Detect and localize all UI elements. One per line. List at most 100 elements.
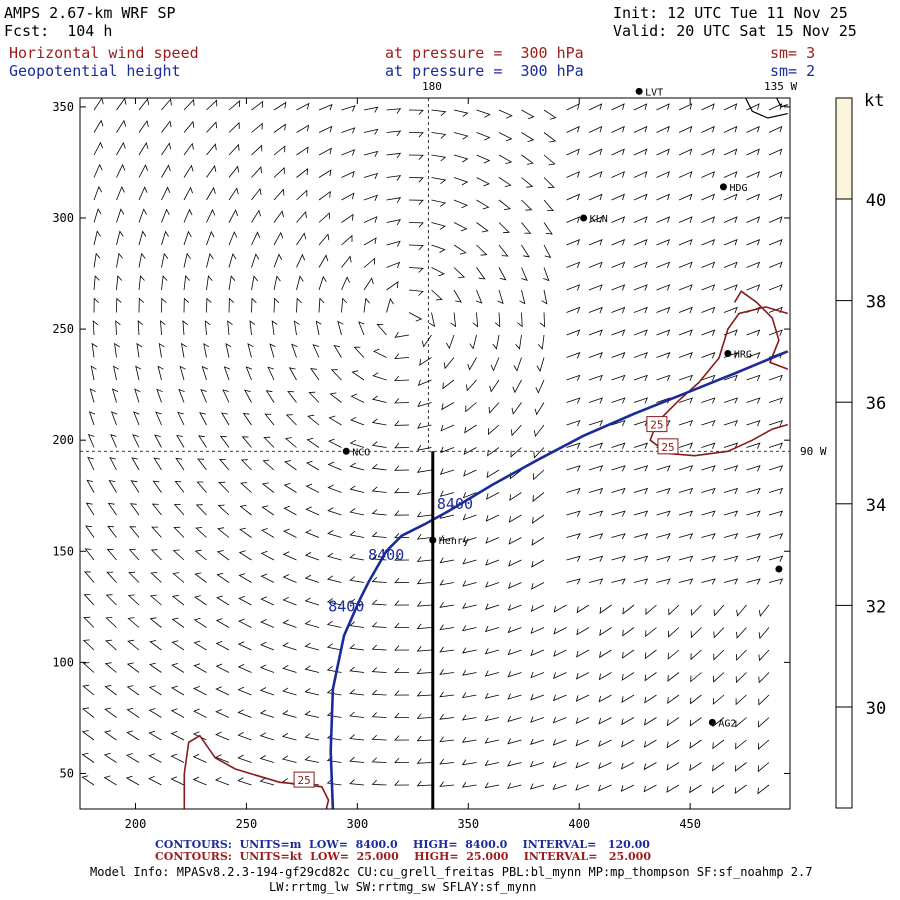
- wind-barb: [611, 555, 626, 562]
- wind-barb: [171, 640, 185, 651]
- wind-barb: [341, 255, 352, 268]
- wind-barb: [386, 281, 399, 291]
- wind-barb: [330, 369, 342, 381]
- wind-barb: [271, 320, 278, 336]
- wind-barb: [656, 193, 670, 201]
- wind-barb: [656, 125, 670, 133]
- wind-barb: [566, 419, 581, 427]
- wind-barb: [87, 433, 95, 448]
- wind-barb: [93, 119, 104, 133]
- wind-barb: [183, 252, 191, 268]
- wind-contour-label-box: [657, 438, 679, 455]
- wind-barb: [296, 253, 306, 268]
- model-info: Model Info: MPASv8.2.3-194-gf29cd82c CU:…: [90, 865, 813, 879]
- wind-barb: [386, 175, 402, 181]
- wind-barb: [431, 109, 447, 116]
- wind-barb: [723, 238, 738, 246]
- wind-barb: [394, 555, 410, 561]
- wind-barb: [87, 456, 95, 471]
- wind-barb: [318, 297, 325, 313]
- wind-barb: [439, 781, 455, 787]
- wind-height-chart: 25 25 25 8400 8400 8400 LVT HDG KLN HRG NCO Henry A…: [52, 80, 886, 830]
- wind-barb: [329, 392, 342, 403]
- wind-barb: [439, 557, 455, 564]
- wind-barb: [125, 775, 140, 786]
- wind-barb: [349, 553, 365, 561]
- wind-barb: [333, 345, 342, 358]
- wind-barb: [768, 171, 783, 178]
- wind-barb: [273, 231, 284, 246]
- wind-barb: [192, 776, 207, 786]
- wind-barb: [678, 578, 694, 585]
- x-tick-label: 250: [236, 817, 258, 830]
- wind-barb: [690, 604, 702, 616]
- wind-barb: [386, 108, 402, 114]
- wind-barb: [138, 98, 150, 111]
- wind-barb: [768, 103, 783, 111]
- wind-barb: [566, 261, 581, 269]
- wind-barb: [723, 125, 738, 133]
- wind-barb: [621, 717, 635, 726]
- wind-barb: [465, 402, 477, 413]
- wind-barb: [633, 578, 649, 585]
- wind-barb: [238, 573, 252, 583]
- wind-barb: [541, 289, 548, 305]
- wind-barb: [199, 412, 207, 426]
- wind-barb: [566, 238, 581, 246]
- wind-barb: [723, 397, 739, 404]
- wind-barb: [228, 231, 238, 246]
- wind-barb: [296, 297, 302, 313]
- wind-barb: [176, 434, 185, 448]
- wind-barb: [668, 604, 680, 616]
- wind-barb: [136, 342, 143, 358]
- wind-barb: [282, 551, 297, 561]
- wind-barb: [171, 617, 185, 628]
- wind-barb: [735, 717, 747, 728]
- wind-barb: [621, 694, 635, 704]
- wind-barb: [723, 487, 739, 495]
- wind-barb: [416, 489, 432, 496]
- wind-barb: [81, 752, 95, 763]
- wind-barb: [487, 447, 500, 457]
- wind-barb: [193, 708, 207, 718]
- x-tick-label: 400: [568, 817, 590, 830]
- wind-barb: [768, 487, 784, 495]
- wind-barb: [217, 527, 230, 538]
- wind-barb: [341, 192, 355, 201]
- wind-barb: [588, 148, 603, 156]
- wind-barb: [712, 694, 725, 705]
- wind-barb: [394, 757, 410, 764]
- wind-barb: [431, 154, 447, 162]
- model-title: AMPS 2.67-km WRF SP: [4, 4, 176, 22]
- wind-barb: [284, 460, 297, 471]
- wind-barb: [273, 101, 287, 111]
- wind-barb: [507, 715, 522, 723]
- wind-barb: [260, 596, 275, 606]
- wind-barb: [611, 465, 626, 472]
- wind-barb: [115, 320, 121, 336]
- wind-barb: [304, 620, 320, 628]
- wind-barbs: [81, 97, 784, 795]
- wind-barb: [485, 581, 500, 588]
- wind-barb: [150, 572, 162, 583]
- field2-smoothing: sm= 2: [770, 62, 816, 80]
- wind-barb: [273, 297, 280, 313]
- x-tick-label: 200: [125, 817, 147, 830]
- wind-barb: [416, 646, 432, 652]
- wind-barb: [206, 252, 214, 268]
- wind-barb: [216, 572, 230, 583]
- wind-barb: [611, 238, 626, 246]
- wind-barb: [349, 485, 365, 493]
- wind-barb: [245, 366, 253, 381]
- wind-barb: [408, 132, 424, 138]
- wind-barb: [363, 106, 379, 113]
- wind-barb: [611, 510, 626, 517]
- wind-barb: [701, 193, 715, 201]
- wind-barb: [341, 105, 356, 112]
- wind-barb: [588, 216, 603, 223]
- wind-barb: [768, 510, 784, 517]
- wind-barb: [735, 739, 747, 750]
- wind-barb: [598, 672, 612, 681]
- wind-barb: [282, 687, 297, 696]
- wind-barb: [116, 275, 123, 291]
